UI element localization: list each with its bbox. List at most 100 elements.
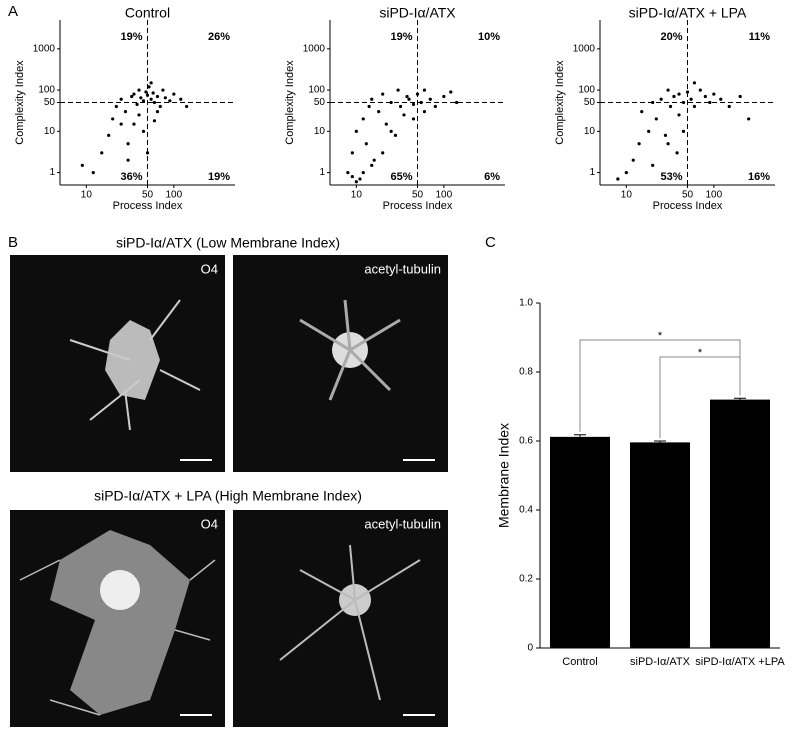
quadrant-label: 10% <box>478 31 500 43</box>
point <box>132 122 136 126</box>
point <box>132 92 136 96</box>
x-tick-label: siPD-Iα/ATX +LPA <box>695 656 785 668</box>
point <box>377 110 381 114</box>
point <box>163 96 167 100</box>
point <box>168 99 172 103</box>
point <box>130 94 134 99</box>
point <box>698 88 702 92</box>
point <box>126 142 130 146</box>
point <box>354 129 358 133</box>
point <box>364 142 368 146</box>
point <box>358 177 362 181</box>
point <box>100 151 104 155</box>
quadrant-label: 20% <box>660 31 682 43</box>
x-tick-label: 10 <box>351 190 363 201</box>
point <box>149 97 153 101</box>
stain-label: acetyl-tubulin <box>364 516 441 531</box>
x-tick-label: 50 <box>142 190 154 201</box>
point <box>135 102 139 106</box>
point <box>663 133 668 137</box>
point <box>442 94 446 99</box>
y-tick-label: 0.6 <box>519 436 533 447</box>
y-tick-label: 1 <box>589 167 595 178</box>
point <box>419 100 423 105</box>
point <box>681 100 686 105</box>
point <box>179 97 183 101</box>
quadrant-label: 65% <box>390 171 412 183</box>
point <box>422 88 427 92</box>
y-tick-label: 50 <box>314 97 326 108</box>
point <box>185 104 189 109</box>
point <box>637 142 641 146</box>
point <box>114 104 118 109</box>
point <box>354 180 358 184</box>
point <box>675 151 679 155</box>
x-axis-label: Process Index <box>113 200 183 212</box>
y-axis-label: Complexity Index <box>554 60 566 145</box>
y-tick-label: 0.8 <box>519 367 533 378</box>
point <box>158 104 162 109</box>
micrograph: O4 <box>10 510 225 727</box>
point <box>370 163 374 167</box>
y-tick-label: 100 <box>308 85 325 96</box>
point <box>141 99 146 103</box>
point <box>152 100 157 105</box>
panel-label: B <box>8 234 18 251</box>
x-tick-label: 100 <box>705 190 722 201</box>
point <box>381 92 385 96</box>
point <box>631 158 635 162</box>
point <box>719 97 723 101</box>
point <box>747 117 751 121</box>
y-tick-label: 1000 <box>573 43 596 54</box>
point <box>161 88 165 92</box>
point <box>361 170 365 175</box>
point <box>402 113 406 117</box>
point <box>361 117 365 121</box>
bar <box>550 436 610 648</box>
y-tick-label: 0.4 <box>519 505 533 516</box>
point <box>703 94 707 99</box>
y-tick-label: 1000 <box>33 43 56 54</box>
point <box>350 174 354 179</box>
y-tick-label: 10 <box>44 126 56 137</box>
stain-label: O4 <box>201 516 218 531</box>
image-row-title: siPD-Iα/ATX (Low Membrane Index) <box>116 235 340 251</box>
quadrant-label: 16% <box>748 171 770 183</box>
y-tick-label: 100 <box>38 85 55 96</box>
panel-label: C <box>485 234 496 251</box>
image-row-title: siPD-Iα/ATX + LPA (High Membrane Index) <box>94 488 362 504</box>
point <box>415 92 420 96</box>
micrograph: O4 <box>10 255 225 472</box>
point <box>727 104 731 109</box>
point <box>370 97 374 101</box>
point <box>389 129 393 133</box>
point <box>139 96 143 100</box>
point <box>152 119 157 123</box>
point <box>666 142 670 146</box>
point <box>147 85 151 89</box>
point <box>141 129 146 133</box>
point <box>651 163 655 167</box>
point <box>346 170 350 175</box>
stain-label: O4 <box>201 261 218 276</box>
point <box>708 100 712 105</box>
point <box>393 133 398 137</box>
x-tick-label: Control <box>562 656 597 668</box>
point <box>411 102 416 106</box>
point <box>144 90 148 94</box>
y-axis-label: Complexity Index <box>284 60 296 145</box>
point <box>659 97 663 101</box>
point <box>685 90 690 94</box>
point <box>367 104 371 109</box>
point <box>80 163 84 167</box>
point <box>651 100 655 105</box>
point <box>692 81 697 85</box>
point <box>398 104 403 109</box>
quadrant-label: 6% <box>484 171 500 183</box>
point <box>672 94 676 99</box>
point <box>372 158 376 162</box>
x-tick-label: 50 <box>412 190 424 201</box>
y-tick-label: 10 <box>314 126 326 137</box>
quadrant-label: 19% <box>390 31 412 43</box>
point <box>712 92 716 96</box>
